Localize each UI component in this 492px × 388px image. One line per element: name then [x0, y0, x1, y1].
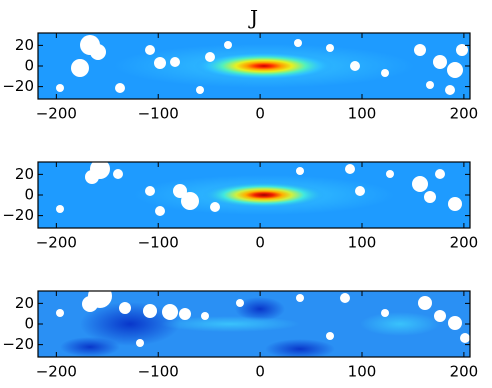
mask-blob [85, 170, 99, 184]
y-tick-label: 20 [15, 36, 34, 54]
mask-blob [56, 84, 64, 92]
mask-blob [170, 57, 180, 67]
image-light [360, 312, 440, 336]
x-tick-label: −200 [36, 234, 77, 252]
y-tick-label: 0 [24, 186, 34, 204]
y-tick-label: −20 [2, 335, 34, 353]
mask-blob [71, 59, 89, 77]
mask-blob [119, 302, 131, 314]
mask-blob [145, 45, 155, 55]
mask-blob [181, 192, 199, 210]
image-light [160, 316, 300, 332]
mask-blob [155, 206, 165, 216]
mask-blob [143, 304, 157, 318]
mask-blob [433, 55, 447, 69]
image [38, 162, 470, 228]
mask-blob [296, 167, 304, 175]
x-tick-label: −200 [36, 363, 77, 381]
x-tick-label: 0 [255, 105, 265, 123]
mask-blob [196, 86, 204, 94]
mask-blob [447, 62, 463, 78]
y-tick-label: 20 [15, 294, 34, 312]
mask-blob [445, 85, 455, 95]
image-dark [60, 337, 120, 357]
mask-blob [145, 186, 155, 196]
mask-blob [236, 299, 244, 307]
x-tick-label: 200 [450, 105, 479, 123]
y-tick-label: −20 [2, 77, 34, 95]
image-glow [194, 52, 334, 80]
mask-blob [414, 44, 426, 56]
mask-blob [210, 202, 220, 212]
x-tick-label: 200 [450, 234, 479, 252]
x-tick-label: 0 [255, 363, 265, 381]
x-tick-label: 100 [348, 105, 377, 123]
x-tick-label: −100 [138, 105, 179, 123]
mask-blob [179, 308, 191, 320]
mask-blob [56, 309, 64, 317]
mask-blob [460, 333, 470, 343]
chart-title: J [248, 6, 258, 30]
mask-blob [418, 296, 432, 310]
mask-blob [381, 309, 389, 317]
y-tick-label: −20 [2, 206, 34, 224]
x-tick-label: 200 [450, 363, 479, 381]
image-dark [235, 297, 285, 321]
mask-blob [355, 186, 365, 196]
mask-blob [56, 205, 64, 213]
mask-blob [350, 61, 360, 71]
mask-blob [345, 164, 355, 174]
mask-blob [82, 296, 98, 312]
mask-blob [201, 312, 209, 320]
mask-blob [381, 69, 389, 77]
mask-blob [412, 176, 428, 192]
mask-blob [115, 83, 125, 93]
mask-blob [435, 169, 445, 179]
mask-blob [173, 184, 187, 198]
mask-blob [296, 294, 304, 302]
x-tick-label: −100 [138, 363, 179, 381]
mask-blob [136, 339, 144, 347]
y-tick-label: 20 [15, 165, 34, 183]
image [38, 33, 470, 99]
mask-blob [90, 44, 106, 60]
mask-blob [448, 316, 462, 330]
mask-blob [340, 293, 350, 303]
mask-blob [205, 52, 215, 62]
mask-blob [326, 332, 334, 340]
mask-blob [162, 304, 178, 320]
y-tick-label: 0 [24, 315, 34, 333]
mask-blob [386, 170, 394, 178]
mask-blob [456, 44, 468, 56]
y-tick-label: 0 [24, 57, 34, 75]
mask-blob [294, 39, 302, 47]
mask-blob [448, 197, 462, 211]
x-tick-label: 0 [255, 234, 265, 252]
x-tick-label: 100 [348, 363, 377, 381]
mask-blob [224, 41, 232, 49]
mask-blob [426, 81, 434, 89]
mask-blob [154, 57, 166, 69]
x-tick-label: 100 [348, 234, 377, 252]
image [38, 291, 470, 357]
mask-blob [113, 169, 123, 179]
mask-blob [424, 191, 436, 203]
x-tick-label: −100 [138, 234, 179, 252]
x-tick-label: −200 [36, 105, 77, 123]
image-dark [265, 339, 335, 357]
image-glow [202, 182, 326, 208]
mask-blob [434, 310, 446, 322]
mask-blob [326, 44, 334, 52]
